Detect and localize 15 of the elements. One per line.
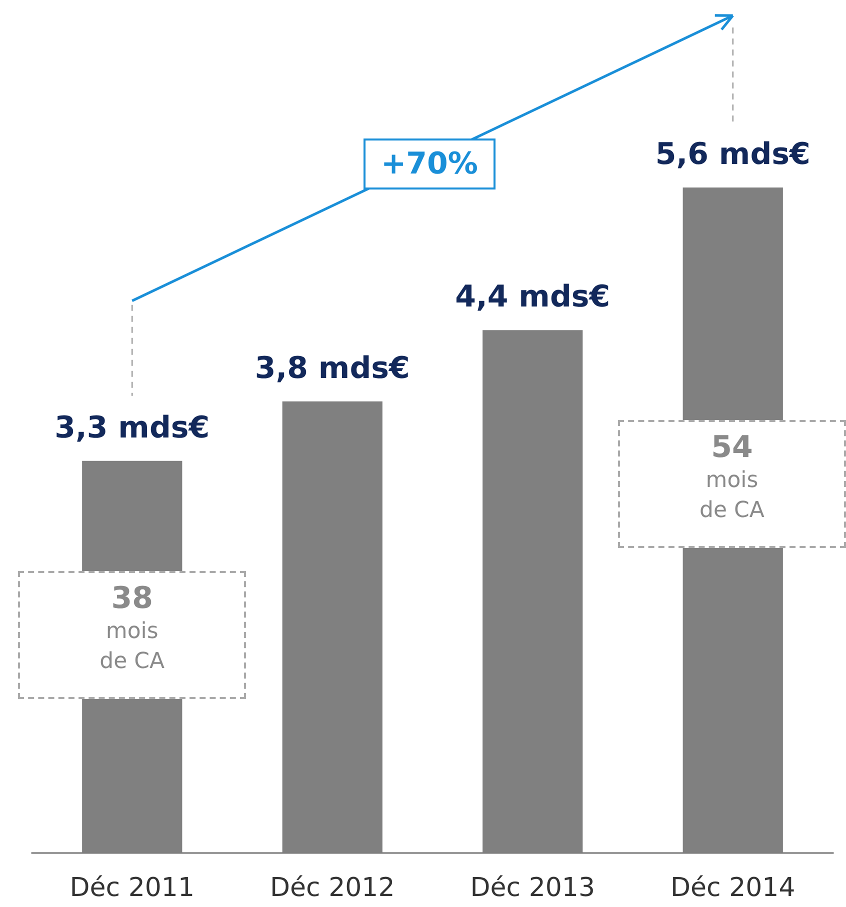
data-label: 5,6 mds€ <box>655 137 810 172</box>
dashed-callout-box: 54 mois de CA <box>618 420 846 548</box>
bar <box>482 330 583 853</box>
data-label: 3,8 mds€ <box>254 350 410 386</box>
annotation: 54 mois de CA <box>698 430 766 525</box>
data-label: 3,3 mds€ <box>54 410 210 446</box>
dashed-callout-box: 38 mois de CA <box>18 570 246 699</box>
framed-callout-box: +70% <box>363 138 496 190</box>
annotation: 38 mois de CA <box>98 580 166 676</box>
data-label: 4,4 mds€ <box>455 280 610 315</box>
x-tick-label: Déc 2014 <box>670 873 796 903</box>
bar <box>282 401 382 853</box>
x-tick-label: Déc 2013 <box>470 873 595 903</box>
x-tick-label: Déc 2011 <box>70 873 194 903</box>
x-tick-label: Déc 2012 <box>270 873 395 903</box>
